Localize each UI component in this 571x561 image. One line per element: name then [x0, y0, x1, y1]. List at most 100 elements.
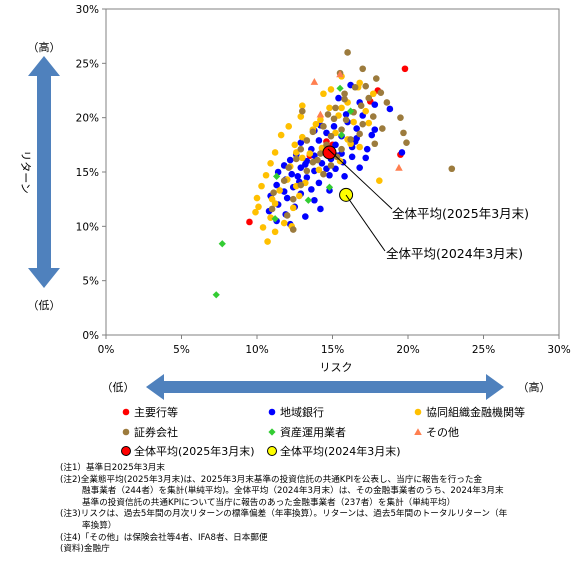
plot-area — [105, 8, 560, 336]
data-point-series-3 — [320, 123, 327, 130]
data-point-series-4 — [337, 131, 346, 139]
x-tick-label: 25% — [472, 344, 495, 356]
x-tick-label: 0% — [98, 344, 115, 356]
data-point-series-1 — [288, 170, 296, 178]
data-point-series-0 — [246, 218, 253, 226]
data-point-series-3 — [379, 125, 386, 132]
data-point-series-3 — [357, 102, 365, 110]
data-point-series-3 — [341, 95, 348, 103]
data-point-series-2 — [356, 143, 363, 151]
data-point-series-1 — [273, 181, 280, 189]
legend-marker — [268, 428, 276, 436]
legend-marker — [121, 446, 131, 456]
data-point-series-7 — [339, 187, 354, 202]
data-point-series-5 — [395, 163, 403, 171]
legend-label: 全体平均(2024年3月末) — [280, 444, 401, 458]
data-point-series-1 — [341, 173, 348, 180]
data-point-series-2 — [376, 177, 383, 184]
data-point-series-1 — [368, 131, 376, 139]
data-point-series-2 — [338, 104, 345, 112]
note-line: (注4)「その他」は保険会社等4者、IFA8者、日本郵便 — [60, 532, 268, 543]
data-point-series-3 — [448, 165, 456, 173]
data-point-series-4 — [271, 215, 279, 223]
data-point-series-1 — [283, 194, 291, 202]
data-point-series-3 — [289, 226, 297, 233]
data-point-series-3 — [359, 65, 367, 73]
data-point-series-1 — [342, 111, 350, 118]
data-point-series-1 — [398, 149, 406, 156]
data-point-series-4 — [212, 291, 220, 299]
data-point-series-3 — [362, 82, 370, 90]
data-point-series-3 — [297, 181, 305, 189]
y-tick-label: 30% — [76, 4, 99, 16]
x-tick-label: 5% — [173, 344, 190, 356]
data-point-series-2 — [268, 195, 276, 203]
data-point-series-2 — [253, 194, 261, 202]
legend-marker — [122, 428, 130, 436]
legend-label: 証券会社 — [134, 425, 178, 439]
legend-label: 全体平均(2025年3月末) — [134, 444, 255, 458]
data-point-series-2 — [350, 118, 357, 126]
note-line: 融事業者（244者）を集計(単純平均)。全体平均（2024年3月末）は、その金融… — [82, 486, 504, 497]
data-point-series-3 — [341, 90, 348, 98]
data-point-series-3 — [283, 212, 291, 219]
data-point-series-2 — [276, 187, 283, 194]
legend-label: 協同組織金融機関等 — [426, 405, 525, 419]
data-point-series-3 — [330, 115, 338, 123]
data-point-series-4 — [347, 107, 355, 115]
note-line: 率換算） — [82, 520, 117, 531]
data-point-series-2 — [280, 219, 288, 227]
data-point-series-1 — [311, 196, 318, 204]
y-arrow-high-label: （高） — [28, 40, 61, 54]
data-point-series-4 — [218, 240, 226, 248]
data-point-series-1 — [348, 153, 356, 161]
data-point-series-3 — [303, 167, 311, 175]
data-point-series-2 — [262, 171, 270, 179]
data-point-series-2 — [365, 119, 373, 127]
legend-label: その他 — [426, 426, 459, 439]
data-point-series-3 — [320, 170, 327, 178]
legend-label: 地域銀行 — [280, 405, 324, 419]
data-point-series-1 — [308, 186, 315, 193]
data-point-series-3 — [327, 132, 335, 140]
data-point-series-2 — [315, 166, 323, 174]
data-point-series-1 — [335, 94, 342, 102]
legend-marker — [267, 446, 277, 456]
data-point-series-5 — [316, 110, 325, 118]
data-point-series-2 — [289, 204, 297, 212]
data-point-series-2 — [326, 104, 333, 112]
data-point-series-3 — [317, 150, 324, 157]
note-line: (注3)リスクは、過去5年間の月次リターンの標準偏差（年率換算）。リターンは、過… — [60, 509, 508, 520]
data-point-series-0 — [401, 65, 409, 73]
legend-marker — [414, 408, 422, 416]
data-point-series-3 — [324, 111, 332, 118]
data-point-series-5 — [336, 70, 344, 78]
data-point-series-2 — [255, 203, 262, 211]
data-point-series-1 — [326, 171, 333, 179]
data-point-series-2 — [317, 116, 324, 124]
data-point-series-3 — [344, 49, 351, 56]
x-axis-title: リスク — [320, 361, 353, 374]
data-point-series-2 — [297, 113, 305, 120]
data-point-series-3 — [383, 99, 391, 106]
data-point-series-1 — [371, 126, 379, 133]
data-point-series-2 — [299, 102, 306, 110]
data-point-series-3 — [309, 128, 317, 136]
note-line: (注1）基準日2025年3月末 — [60, 463, 165, 473]
data-point-series-2 — [267, 160, 274, 167]
data-point-series-2 — [285, 123, 293, 130]
y-tick-label: 20% — [76, 113, 99, 125]
data-point-series-2 — [252, 208, 259, 216]
data-point-series-2 — [295, 192, 303, 200]
callout-label-2024: 全体平均(2024年3月末) — [386, 246, 523, 261]
data-points — [212, 49, 456, 299]
y-tick-label: 0% — [82, 330, 99, 342]
data-point-series-1 — [371, 101, 379, 108]
data-point-series-2 — [327, 86, 335, 93]
x-tick-label: 20% — [396, 344, 419, 356]
y-arrow — [28, 56, 60, 288]
y-axis-title: リターン — [19, 150, 32, 193]
data-point-series-3 — [365, 94, 373, 102]
